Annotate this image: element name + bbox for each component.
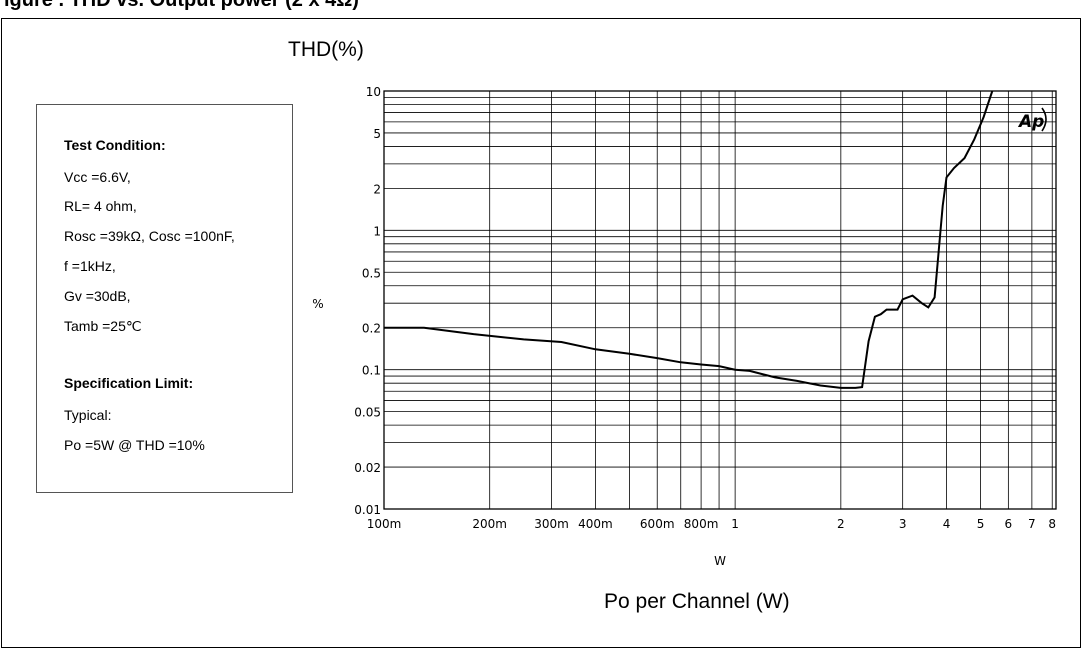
test-condition-box: Test Condition: Vcc =6.6V, RL= 4 ohm, Ro… xyxy=(36,104,293,493)
y-unit-label: % xyxy=(312,297,323,311)
x-tick-label: 8 xyxy=(1048,517,1056,531)
x-tick-label: 4 xyxy=(943,517,951,531)
x-tick-label: 5 xyxy=(977,517,985,531)
y-tick-label: 5 xyxy=(373,127,381,141)
x-tick-label: 6 xyxy=(1005,517,1013,531)
thd-chart: 100m 200m 300m 400m 600m 800m 1 2 3 4 5 6 7 8 0.01 0.02… xyxy=(312,85,1057,568)
x-tick-label: 1 xyxy=(731,517,739,531)
x-tick-label: 7 xyxy=(1028,517,1036,531)
plot-frame xyxy=(383,90,1057,510)
x-unit-label: W xyxy=(714,554,726,568)
figure-title: igure . THD vs. Output power (2 x 4Ω) xyxy=(4,0,359,11)
y-tick-label: 0.2 xyxy=(362,322,381,336)
ap-logo-bracket xyxy=(1041,107,1047,132)
y-tick-label: 2 xyxy=(373,182,381,196)
condition-tamb: Tamb =25℃ xyxy=(64,318,142,334)
spec-typical: Typical: xyxy=(64,407,112,423)
test-condition-heading: Test Condition: xyxy=(64,137,166,153)
x-tick-label: 200m xyxy=(472,517,507,531)
x-tick-label: 800m xyxy=(684,517,719,531)
ap-logo: Ap xyxy=(1017,112,1044,132)
x-tick-label: 2 xyxy=(837,517,845,531)
condition-vcc: Vcc =6.6V, xyxy=(64,169,131,185)
x-tick-label: 300m xyxy=(534,517,569,531)
y-tick-label: 0.01 xyxy=(354,503,381,517)
x-axis-title: Po per Channel (W) xyxy=(604,590,790,613)
y-tick-label: 1 xyxy=(373,224,381,238)
y-tick-label: 0.02 xyxy=(354,461,381,475)
x-tick-label: 400m xyxy=(578,517,613,531)
condition-rl: RL= 4 ohm, xyxy=(64,198,137,214)
x-tick-label: 3 xyxy=(899,517,907,531)
y-tick-label: 0.5 xyxy=(362,266,381,280)
y-tick-label: 10 xyxy=(366,85,381,99)
spec-po: Po =5W @ THD =10% xyxy=(64,437,205,453)
x-tick-label: 100m xyxy=(367,517,402,531)
y-tick-label: 0.05 xyxy=(354,406,381,420)
thd-curve xyxy=(384,90,994,389)
y-axis-title: THD(%) xyxy=(288,38,364,61)
x-tick-label: 600m xyxy=(640,517,675,531)
condition-freq: f =1kHz, xyxy=(64,258,116,274)
condition-gain: Gv =30dB, xyxy=(64,288,131,304)
condition-rosc: Rosc =39kΩ, Cosc =100nF, xyxy=(64,228,235,244)
y-tick-label: 0.1 xyxy=(362,364,381,378)
spec-limit-heading: Specification Limit: xyxy=(64,375,194,391)
